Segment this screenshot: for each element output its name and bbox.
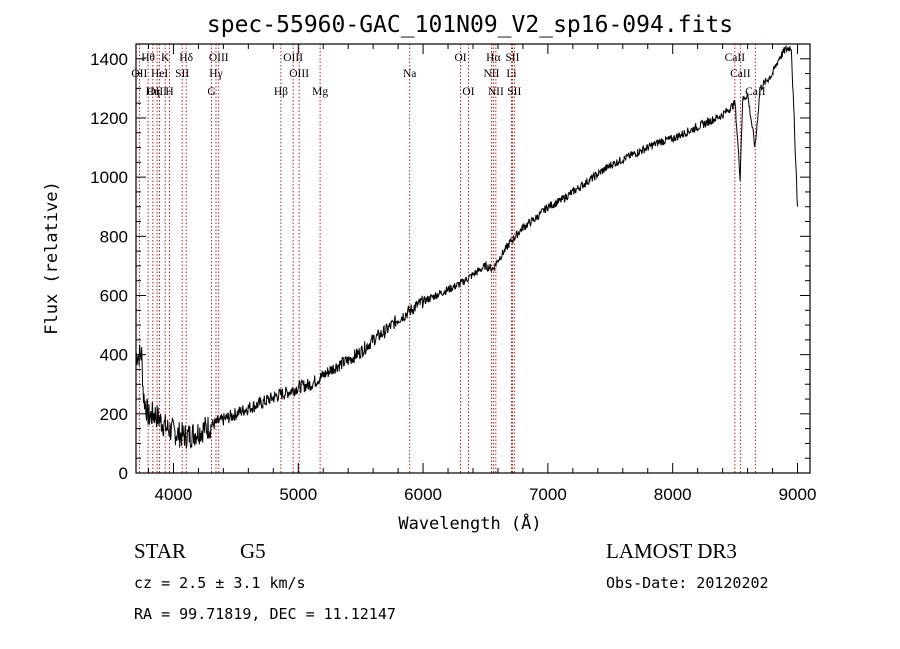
line-label-10: Hγ [209,68,222,80]
x-tick-label-5: 9000 [779,485,817,504]
line-label-5: HeI [151,68,168,80]
line-label-4: H [165,86,173,98]
line-label-24: SII [507,86,521,98]
line-label-7: SII [175,68,189,80]
emission-line-markers [138,44,756,473]
line-label-20: NII [483,68,499,80]
spectrum-series-line [135,44,798,450]
spectral-class: G5 [240,539,266,563]
y-axis-ticks: 0 200 400 600 800 1000 1200 1400 [90,43,810,483]
y-tick-label-5: 1000 [90,168,128,187]
x-tick-label-3: 7000 [529,485,567,504]
redshift-cz: cz = 2.5 ± 3.1 km/s [134,574,306,592]
observation-date: Obs-Date: 20120202 [606,574,769,592]
line-label-19: Hα [486,52,500,64]
line-label-12: OIII [283,52,303,64]
x-tick-label-2: 6000 [404,485,442,504]
y-tick-label-7: 1400 [90,50,128,69]
line-label-9: OIII [209,52,229,64]
line-label-21: NII [488,86,504,98]
line-label-16: Na [403,68,416,80]
y-tick-label-3: 600 [100,286,128,305]
chart-title: spec-55960-GAC_101N09_V2_sp16-094.fits [207,12,733,38]
plot-frame [135,43,811,474]
y-axis-label: Flux (relative) [42,181,62,335]
x-tick-label-4: 8000 [654,485,692,504]
y-tick-label-6: 1200 [90,109,128,128]
line-label-14: Hβ [274,86,288,98]
line-label-18: OI [462,86,474,98]
line-label-17: OI [454,52,466,64]
line-label-11: G [207,86,215,98]
line-label-26: CaII [730,68,751,80]
object-type: STAR [134,539,186,563]
y-tick-label-1: 200 [100,405,128,424]
line-label-25: CaII [725,52,746,64]
line-label-0: Hθ [141,52,155,64]
line-label-13: OIII [289,68,309,80]
line-label-2: OIII [147,86,167,98]
line-label-6: Hη [146,86,160,98]
line-label-8: Hδ [179,52,193,64]
line-label-22: SII [505,52,519,64]
line-label-27: CaII [745,86,766,98]
y-tick-label-2: 400 [100,346,128,365]
line-label-3: K [161,52,170,64]
x-axis-ticks: 4000 5000 6000 7000 8000 9000 [147,44,817,504]
sky-coordinates: RA = 99.71819, DEC = 11.12147 [134,605,396,623]
x-axis-label: Wavelength (Å) [398,512,541,534]
line-label-23: Li [506,68,516,80]
x-tick-label-0: 4000 [155,485,193,504]
y-tick-label-4: 800 [100,227,128,246]
line-label-15: Mg [312,86,328,98]
y-tick-label-0: 0 [119,464,128,483]
x-tick-label-1: 5000 [279,485,317,504]
survey-name: LAMOST DR3 [606,539,737,563]
